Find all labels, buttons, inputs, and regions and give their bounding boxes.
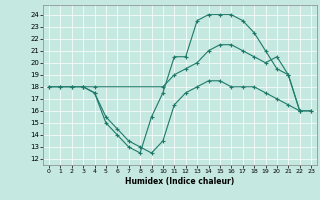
X-axis label: Humidex (Indice chaleur): Humidex (Indice chaleur) bbox=[125, 177, 235, 186]
